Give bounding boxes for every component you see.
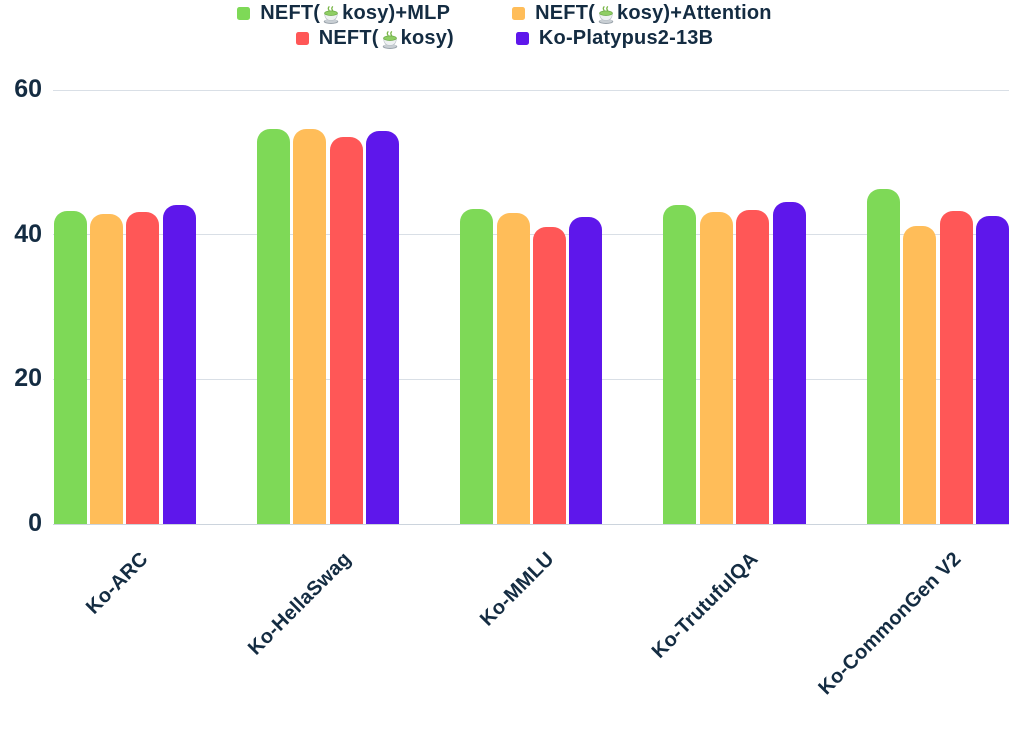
bar-Ko-ARC-series-0 xyxy=(53,210,87,524)
bar-Ko-HellaSwag-series-2 xyxy=(329,137,363,524)
x-axis-label-Ko-ARC: Ko-ARC xyxy=(81,548,153,619)
legend-swatch-green xyxy=(237,7,251,20)
legend-label: NEFT(kosy)+MLP xyxy=(260,2,451,24)
x-axis-label-Ko-CommonGen V2: Ko-CommonGen V2 xyxy=(814,548,966,700)
bar-Ko-CommonGen V2-series-1 xyxy=(903,225,937,524)
legend-item-neft-kosy: NEFT(kosy) xyxy=(295,27,454,50)
x-axis-label-Ko-HellaSwag: Ko-HellaSwag xyxy=(243,548,356,660)
legend-swatch-purple xyxy=(515,32,529,45)
bar-Ko-MMLU-series-3 xyxy=(569,217,603,524)
x-axis-label-Ko-TrutufulQA: Ko-TrutufulQA xyxy=(647,548,763,663)
bar-Ko-MMLU-series-0 xyxy=(460,209,494,524)
bar-Ko-MMLU-series-1 xyxy=(496,212,530,524)
y-axis-tick-20: 20 xyxy=(14,364,42,393)
bar-Ko-HellaSwag-series-0 xyxy=(256,129,290,524)
legend-row-2: NEFT(kosy) Ko-Platypus2-13B xyxy=(295,27,714,50)
bar-Ko-TrutufulQA-series-2 xyxy=(736,210,770,524)
bar-Ko-TrutufulQA-series-0 xyxy=(663,205,697,524)
legend: NEFT(kosy)+MLP NEFT(kosy)+Attention NEFT… xyxy=(0,2,1009,50)
bar-Ko-TrutufulQA-series-3 xyxy=(772,202,806,524)
y-axis-tick-60: 60 xyxy=(14,75,42,103)
legend-item-neft-kosy-mlp: NEFT(kosy)+MLP xyxy=(237,2,450,25)
teacup-emoji-icon xyxy=(323,5,339,24)
y-axis-tick-0: 0 xyxy=(28,509,42,537)
legend-item-ko-platypus2-13b: Ko-Platypus2-13B xyxy=(515,27,714,50)
legend-label: NEFT(kosy)+Attention xyxy=(535,2,772,24)
gridline-y0 xyxy=(53,523,1009,525)
bar-Ko-HellaSwag-series-3 xyxy=(366,130,399,524)
bar-Ko-ARC-series-1 xyxy=(89,214,123,524)
gridline-y40 xyxy=(53,234,1009,236)
legend-label: NEFT(kosy) xyxy=(318,27,454,49)
gridline-y20 xyxy=(53,378,1009,380)
bar-Ko-MMLU-series-2 xyxy=(532,226,566,524)
bar-Ko-ARC-series-3 xyxy=(162,205,196,524)
bar-Ko-HellaSwag-series-1 xyxy=(293,129,327,524)
legend-label: Ko-Platypus2-13B xyxy=(538,27,714,49)
legend-swatch-red xyxy=(295,32,309,45)
bar-Ko-ARC-series-2 xyxy=(126,212,160,524)
gridline-y60 xyxy=(53,89,1009,91)
bar-Ko-CommonGen V2-series-0 xyxy=(866,189,900,524)
bar-Ko-CommonGen V2-series-2 xyxy=(939,210,973,524)
teacup-emoji-icon xyxy=(598,5,614,24)
y-axis-tick-40: 40 xyxy=(14,219,42,248)
legend-item-neft-kosy-attention: NEFT(kosy)+Attention xyxy=(512,2,772,25)
bar-Ko-TrutufulQA-series-1 xyxy=(699,211,733,524)
legend-swatch-orange xyxy=(512,7,526,20)
teacup-emoji-icon xyxy=(382,30,397,49)
x-axis-label-Ko-MMLU: Ko-MMLU xyxy=(476,548,559,631)
legend-row-1: NEFT(kosy)+MLP NEFT(kosy)+Attention xyxy=(237,2,772,25)
bar-Ko-CommonGen V2-series-3 xyxy=(975,215,1009,524)
